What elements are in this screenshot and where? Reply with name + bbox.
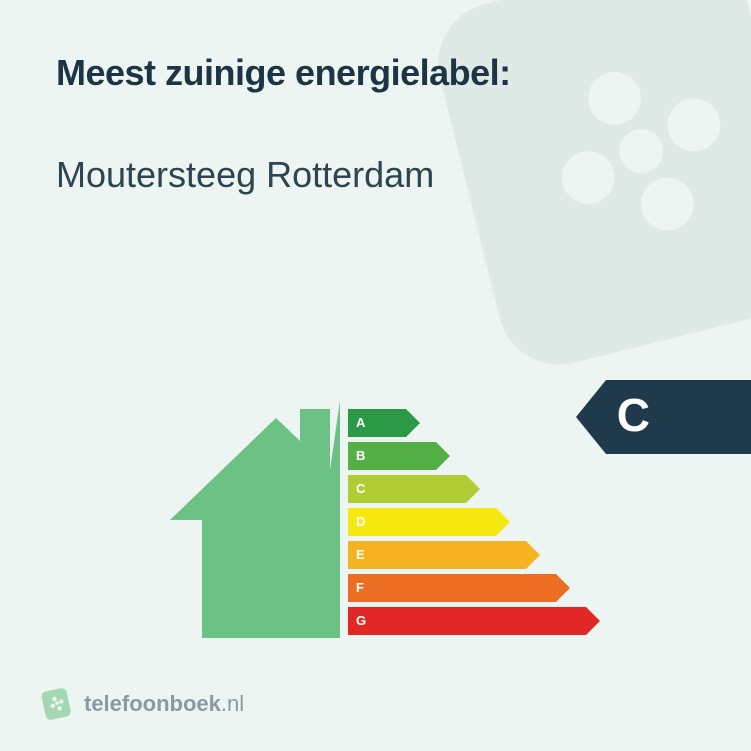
footer: telefoonboek.nl xyxy=(40,687,244,721)
bar-shape xyxy=(348,475,480,503)
bar-label: C xyxy=(356,481,365,496)
bar-label: E xyxy=(356,547,365,562)
bar-label: A xyxy=(356,415,365,430)
bar-label: B xyxy=(356,448,365,463)
bar-label: D xyxy=(356,514,365,529)
bar-shape xyxy=(348,508,510,536)
bar-shape xyxy=(348,574,570,602)
footer-brand-bold: telefoonboek xyxy=(84,691,221,716)
house-path xyxy=(170,400,340,638)
selected-badge-shape xyxy=(576,380,751,454)
energy-label-chart: ABCDEFG C xyxy=(170,400,730,660)
page-subtitle: Moutersteeg Rotterdam xyxy=(56,154,695,196)
bar-row-f: F xyxy=(348,574,708,602)
bar-label: G xyxy=(356,613,366,628)
bar-row-c: C xyxy=(348,475,708,503)
page-title: Meest zuinige energielabel: xyxy=(56,52,695,94)
bar-row-d: D xyxy=(348,508,708,536)
bar-label: F xyxy=(356,580,364,595)
selected-letter: C xyxy=(617,388,650,442)
footer-logo-icon xyxy=(40,687,74,721)
bar-shape xyxy=(348,607,600,635)
bar-row-g: G xyxy=(348,607,708,635)
footer-brand-thin: .nl xyxy=(221,691,244,716)
selected-badge xyxy=(576,380,751,454)
bar-shape xyxy=(348,541,540,569)
bar-row-e: E xyxy=(348,541,708,569)
house-icon xyxy=(170,400,340,638)
footer-brand: telefoonboek.nl xyxy=(84,691,244,717)
page: Meest zuinige energielabel: Moutersteeg … xyxy=(0,0,751,751)
